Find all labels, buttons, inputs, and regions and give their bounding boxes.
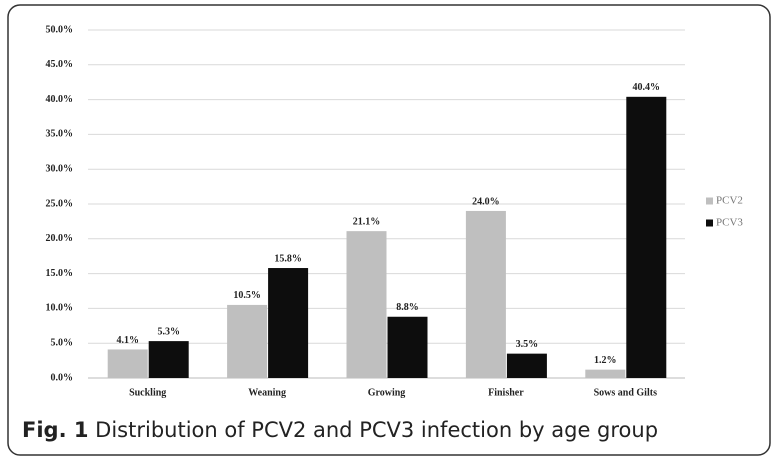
bar (506, 353, 547, 378)
y-tick-label: 20.0% (46, 233, 74, 244)
legend-label: PCV2 (716, 195, 743, 207)
x-tick-label: Finisher (488, 387, 524, 398)
bar (346, 231, 387, 378)
value-label: 24.0% (472, 196, 500, 207)
caption-label: Fig. 1 (22, 418, 88, 442)
value-label: 10.5% (233, 290, 261, 301)
x-tick-label: Weaning (248, 387, 286, 398)
value-label: 4.1% (116, 335, 139, 346)
caption-text: Distribution of PCV2 and PCV3 infection … (95, 418, 658, 442)
y-tick-label: 5.0% (51, 337, 74, 348)
value-label: 21.1% (353, 216, 381, 227)
value-label: 15.8% (274, 253, 302, 264)
bar (465, 210, 506, 378)
y-tick-label: 40.0% (46, 94, 74, 105)
y-tick-label: 10.0% (46, 303, 74, 314)
y-tick-label: 0.0% (51, 372, 74, 383)
value-label: 8.8% (396, 302, 419, 313)
x-tick-label: Suckling (129, 387, 166, 398)
caption: Fig. 1 Distribution of PCV2 and PCV3 inf… (22, 418, 658, 442)
legend-label: PCV3 (716, 217, 743, 229)
bar (387, 316, 428, 378)
bar (585, 369, 626, 378)
bar (626, 96, 667, 378)
frame (7, 4, 771, 456)
value-label: 5.3% (157, 326, 180, 337)
legend-swatch (706, 197, 713, 205)
bar (107, 349, 148, 378)
y-tick-label: 15.0% (46, 268, 74, 279)
y-tick-label: 30.0% (46, 163, 74, 174)
legend-swatch (706, 219, 713, 227)
x-tick-label: Growing (368, 387, 406, 398)
y-tick-label: 35.0% (46, 129, 74, 140)
y-tick-label: 25.0% (46, 198, 74, 209)
bar (148, 341, 189, 378)
x-tick-label: Sows and Gilts (594, 387, 657, 398)
value-label: 3.5% (516, 339, 539, 350)
y-tick-label: 45.0% (46, 59, 74, 70)
value-label: 40.4% (633, 82, 661, 93)
bar (227, 304, 268, 378)
bar (268, 268, 309, 378)
value-label: 1.2% (594, 355, 617, 366)
y-tick-label: 50.0% (46, 24, 74, 35)
